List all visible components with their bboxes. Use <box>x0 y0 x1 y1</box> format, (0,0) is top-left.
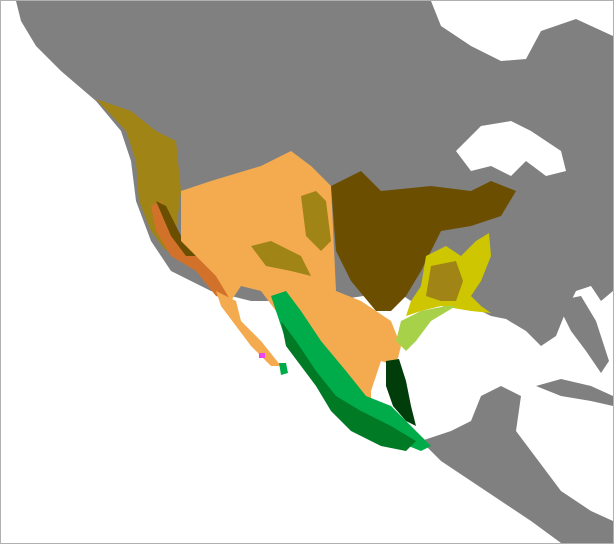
region-orange-baja <box>216 291 281 366</box>
region-brown-great-plains <box>331 171 516 311</box>
region-orange-southwest <box>181 151 401 401</box>
great-lakes <box>456 121 566 176</box>
region-darkest-green-veracruz <box>386 359 416 426</box>
region-light-green-gulf-coast <box>396 306 456 351</box>
region-dark-green-pacific-slope <box>281 321 416 451</box>
land-cuba <box>536 379 613 406</box>
hudson-bay <box>471 1 613 51</box>
region-brown-central-valley <box>156 201 196 256</box>
region-magenta-coast <box>259 353 265 358</box>
land-central-america <box>421 386 613 543</box>
land-florida <box>556 296 609 373</box>
region-green-sierra-madre <box>271 291 431 451</box>
region-green-baja-tip <box>279 363 288 375</box>
region-olive-southeast <box>426 261 463 301</box>
region-olive-rockies <box>301 191 331 251</box>
region-olive-great-basin <box>251 241 311 276</box>
